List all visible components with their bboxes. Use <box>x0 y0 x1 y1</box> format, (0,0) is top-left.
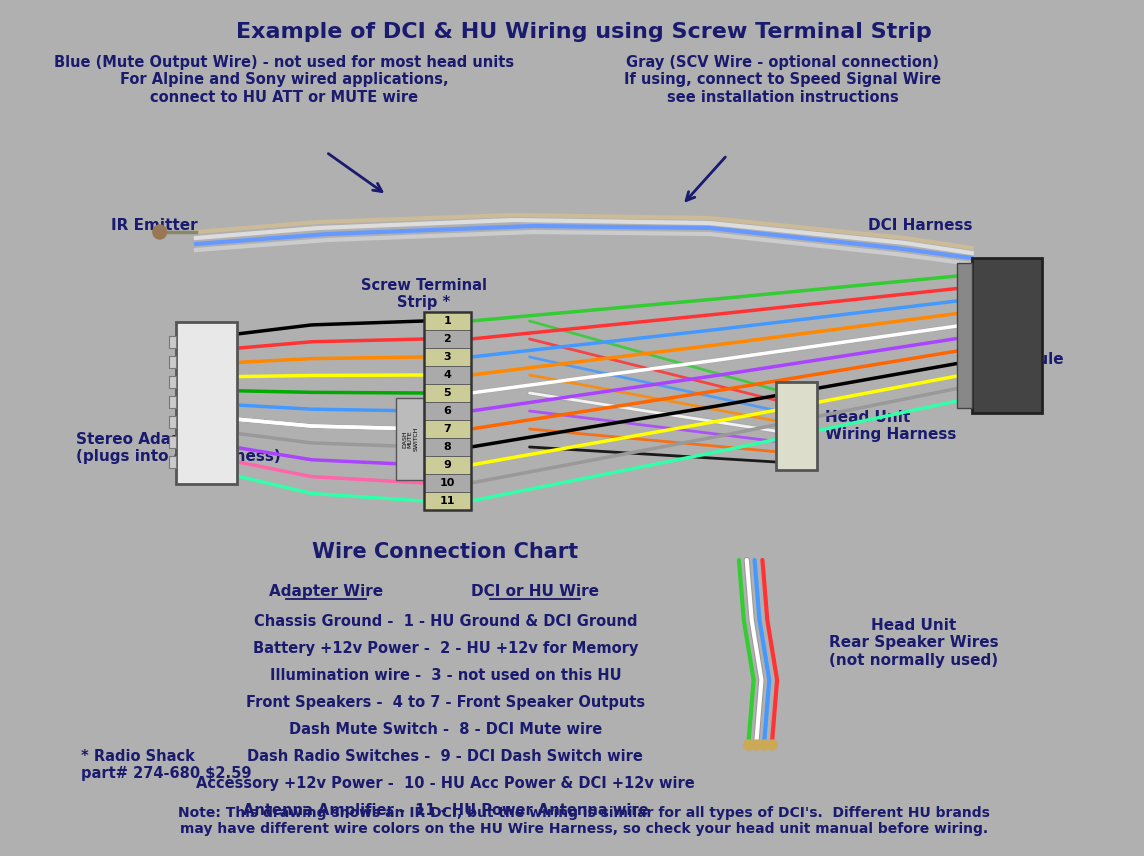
Bar <box>168 356 176 368</box>
Text: Illumination wire -  3 - not used on this HU: Illumination wire - 3 - not used on this… <box>270 668 621 683</box>
Text: Dash Mute Switch -  8 - DCI Mute wire: Dash Mute Switch - 8 - DCI Mute wire <box>288 722 602 737</box>
Bar <box>424 312 471 510</box>
Bar <box>168 436 176 448</box>
Text: Front Speakers -  4 to 7 - Front Speaker Outputs: Front Speakers - 4 to 7 - Front Speaker … <box>246 695 645 710</box>
Text: Dash Radio Switches -  9 - DCI Dash Switch wire: Dash Radio Switches - 9 - DCI Dash Switc… <box>247 749 643 764</box>
Text: Accessory +12v Power -  10 - HU Acc Power & DCI +12v wire: Accessory +12v Power - 10 - HU Acc Power… <box>196 776 694 791</box>
Bar <box>424 492 471 510</box>
Text: DCI or HU Wire: DCI or HU Wire <box>471 584 599 599</box>
Text: Screw Terminal
Strip *: Screw Terminal Strip * <box>360 278 487 311</box>
Text: Head Unit
Rear Speaker Wires
(not normally used): Head Unit Rear Speaker Wires (not normal… <box>829 618 999 668</box>
Circle shape <box>153 225 167 239</box>
Text: 6: 6 <box>444 406 451 416</box>
Text: Wire Connection Chart: Wire Connection Chart <box>312 542 579 562</box>
Bar <box>424 312 471 330</box>
Bar <box>424 420 471 438</box>
Text: Stereo Adapter
(plugs into car harness): Stereo Adapter (plugs into car harness) <box>76 432 280 465</box>
Text: Gray (SCV Wire - optional connection)
If using, connect to Speed Signal Wire
see: Gray (SCV Wire - optional connection) If… <box>625 55 942 104</box>
Text: 2: 2 <box>444 334 451 344</box>
Bar <box>424 456 471 474</box>
Text: DCI Harness: DCI Harness <box>868 218 972 233</box>
Bar <box>424 348 471 366</box>
Bar <box>168 396 176 408</box>
Bar <box>424 438 471 456</box>
Text: Antenna Amplifier -  11 - HU Power Antenna wire: Antenna Amplifier - 11 - HU Power Antenn… <box>243 803 649 818</box>
Text: * Radio Shack
part# 274-680 $2.59: * Radio Shack part# 274-680 $2.59 <box>81 749 252 782</box>
Bar <box>424 384 471 402</box>
Text: Note: This drawing shows an IR DCI, but the wiring is similar for all types of D: Note: This drawing shows an IR DCI, but … <box>178 806 991 836</box>
Bar <box>776 382 817 470</box>
Bar <box>424 366 471 384</box>
Text: Chassis Ground -  1 - HU Ground & DCI Ground: Chassis Ground - 1 - HU Ground & DCI Gro… <box>254 614 637 629</box>
Text: 7: 7 <box>444 424 451 434</box>
Text: 9: 9 <box>444 460 451 470</box>
Text: 4: 4 <box>444 370 451 380</box>
Bar <box>971 258 1042 413</box>
Bar <box>168 376 176 388</box>
Text: 10: 10 <box>439 478 455 488</box>
Text: 5: 5 <box>444 388 451 398</box>
Bar <box>176 322 237 484</box>
Text: 8: 8 <box>444 442 451 452</box>
Circle shape <box>752 740 762 750</box>
Circle shape <box>768 740 777 750</box>
Bar <box>424 474 471 492</box>
Text: IR Emitter: IR Emitter <box>111 218 198 233</box>
Text: Adapter Wire: Adapter Wire <box>269 584 383 599</box>
Text: Blue (Mute Output Wire) - not used for most head units
For Alpine and Sony wired: Blue (Mute Output Wire) - not used for m… <box>54 55 514 104</box>
Text: Example of DCI & HU Wiring using Screw Terminal Strip: Example of DCI & HU Wiring using Screw T… <box>237 22 932 42</box>
Text: Battery +12v Power -  2 - HU +12v for Memory: Battery +12v Power - 2 - HU +12v for Mem… <box>253 641 638 656</box>
Text: 1: 1 <box>444 316 451 326</box>
Bar <box>168 456 176 468</box>
Text: 3: 3 <box>444 352 451 362</box>
Text: 11: 11 <box>439 496 455 506</box>
Circle shape <box>760 740 769 750</box>
Bar <box>958 263 971 408</box>
Bar <box>168 416 176 428</box>
Circle shape <box>744 740 754 750</box>
Text: Head Unit
Wiring Harness: Head Unit Wiring Harness <box>825 410 956 443</box>
Bar <box>397 398 424 480</box>
Bar <box>424 402 471 420</box>
Text: DCI
Module: DCI Module <box>1001 335 1064 367</box>
Bar <box>424 330 471 348</box>
Bar <box>168 336 176 348</box>
Text: DASH
MUTE
SWITCH: DASH MUTE SWITCH <box>402 427 419 451</box>
